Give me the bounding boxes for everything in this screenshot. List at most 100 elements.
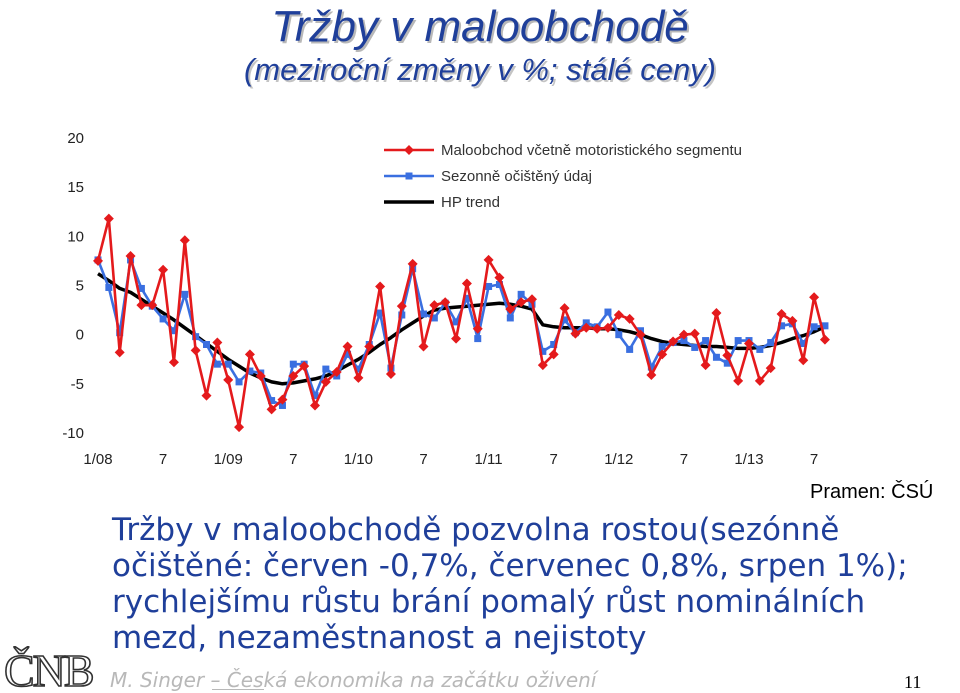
data-point xyxy=(116,329,124,337)
data-point xyxy=(224,360,232,368)
x-tick-label: 7 xyxy=(419,451,427,468)
series-line xyxy=(96,217,827,429)
data-point xyxy=(819,334,830,345)
y-tick-label: 20 xyxy=(67,130,84,147)
data-point xyxy=(353,372,364,383)
data-point xyxy=(624,313,635,324)
data-point xyxy=(212,337,223,348)
chart-legend: Maloobchod včetně motoristického segment… xyxy=(384,142,742,211)
data-point xyxy=(310,400,320,411)
x-tick-label: 1/12 xyxy=(604,451,633,468)
series-2 xyxy=(97,272,826,386)
commentary-text: Tržby v maloobchodě pozvolna rostou(sezó… xyxy=(112,512,908,656)
data-point xyxy=(657,349,668,360)
data-point xyxy=(516,297,527,308)
data-point xyxy=(647,363,655,371)
data-point xyxy=(158,264,169,275)
data-point xyxy=(539,347,547,355)
data-point xyxy=(396,301,407,312)
page-number: 11 xyxy=(904,672,922,692)
data-point xyxy=(299,361,310,372)
data-point xyxy=(266,404,277,415)
data-point xyxy=(678,329,689,340)
chart-series xyxy=(93,213,830,433)
data-point xyxy=(322,365,330,373)
data-point xyxy=(700,360,711,371)
y-tick-label: 5 xyxy=(76,278,84,295)
series-line xyxy=(96,258,826,407)
y-tick-label: 10 xyxy=(67,228,84,245)
data-point xyxy=(179,235,190,246)
source-note: Pramen: ČSÚ xyxy=(810,481,934,503)
data-point xyxy=(268,397,276,405)
data-point xyxy=(376,309,384,317)
data-point xyxy=(821,322,829,330)
data-point xyxy=(463,294,471,302)
x-tick-label: 7 xyxy=(159,451,167,468)
data-point xyxy=(125,251,136,261)
data-point xyxy=(810,323,818,331)
data-point xyxy=(235,378,243,386)
data-point xyxy=(613,310,624,320)
data-point xyxy=(418,341,429,352)
legend-marker xyxy=(405,172,413,180)
data-point xyxy=(527,294,537,305)
data-point xyxy=(289,360,297,368)
data-point xyxy=(604,308,612,316)
data-point xyxy=(203,341,210,348)
footer-underline xyxy=(212,689,264,690)
x-tick-label: 1/08 xyxy=(83,451,112,468)
data-point xyxy=(548,349,559,360)
data-point xyxy=(354,365,362,373)
data-point xyxy=(364,341,375,352)
data-point xyxy=(407,258,418,269)
y-tick-label: -10 xyxy=(62,425,84,442)
data-point xyxy=(668,336,679,347)
data-point xyxy=(201,390,212,401)
x-tick-label: 1/13 xyxy=(734,451,763,468)
y-tick-label: -5 xyxy=(71,376,84,393)
legend-label: HP trend xyxy=(441,194,500,211)
data-point xyxy=(137,284,145,292)
data-point xyxy=(756,345,764,353)
y-tick-label: 0 xyxy=(76,327,84,344)
slide-subtitle: (meziroční změny v %; stálé ceny) xyxy=(243,52,717,87)
data-point xyxy=(635,329,646,340)
data-point xyxy=(776,309,787,320)
data-point xyxy=(495,281,503,289)
data-point xyxy=(506,314,514,322)
data-point xyxy=(420,310,427,318)
data-point xyxy=(168,357,179,368)
data-point xyxy=(311,392,319,400)
data-point xyxy=(244,349,255,360)
data-point xyxy=(342,341,353,352)
y-axis-ticks: 20 15 10 5 0 -5 -10 xyxy=(62,130,84,442)
data-point xyxy=(472,323,483,334)
data-point xyxy=(483,254,494,265)
data-point xyxy=(559,303,570,314)
legend-label: Maloobchod včetně motoristického segment… xyxy=(441,142,742,159)
x-axis-ticks: 1/08 7 1/09 7 1/10 7 1/11 7 1/12 7 1/13 7 xyxy=(83,451,818,468)
data-point xyxy=(181,290,189,298)
data-point xyxy=(103,213,114,224)
data-point xyxy=(561,316,569,324)
data-point xyxy=(398,311,406,319)
x-tick-label: 1/11 xyxy=(475,451,503,468)
data-point xyxy=(375,281,386,292)
data-point xyxy=(689,328,700,339)
data-point xyxy=(765,363,776,374)
data-point xyxy=(190,345,201,356)
data-point xyxy=(288,370,299,381)
data-point xyxy=(744,338,754,349)
data-point xyxy=(712,353,720,361)
svg-text:ČNB: ČNB xyxy=(4,645,93,692)
data-point xyxy=(767,339,775,347)
data-point xyxy=(517,290,525,298)
cnb-logo: ČNB xyxy=(3,644,96,692)
data-point xyxy=(385,369,396,379)
data-point xyxy=(581,322,592,333)
legend-label: Sezonně očištěný údaj xyxy=(441,168,592,185)
data-point xyxy=(691,343,699,351)
series-0 xyxy=(93,213,830,433)
x-tick-label: 7 xyxy=(550,451,558,468)
